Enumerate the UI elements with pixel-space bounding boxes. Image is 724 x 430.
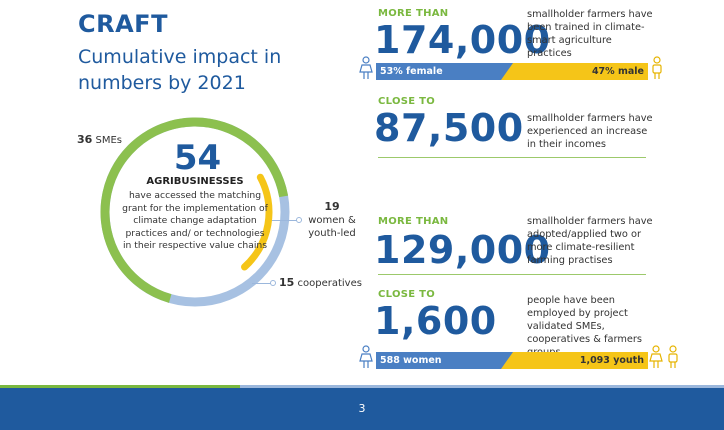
stat1-description: smallholder farmers have been trained in…: [527, 9, 653, 59]
footer-accent-green: [0, 385, 240, 388]
stat1-bar-female: 53% female: [376, 63, 515, 80]
page-subtitle: Cumulative impact in numbers by 2021: [78, 46, 282, 94]
agribusiness-heading: AGRIBUSINESSES: [146, 176, 244, 187]
smes-text: SMEs: [95, 135, 123, 146]
women-label: 19 women & youth-led: [302, 200, 362, 240]
donut-segment-women-youth: [241, 173, 273, 271]
smes-label: 36 SMEs: [77, 133, 122, 146]
stat4-prefix: CLOSE TO: [378, 289, 436, 300]
coops-count: 15: [279, 276, 295, 289]
coops-connector-dot: [270, 280, 276, 286]
page-number: 3: [358, 402, 366, 415]
stat2-divider: [378, 157, 646, 158]
youth-figures-icon: [649, 345, 678, 368]
stat3-description: smallholder farmers have adopted/applied…: [527, 216, 653, 266]
stat4-description: people have been employed by project val…: [527, 295, 643, 358]
stat1-bar-male: 47% male: [501, 63, 648, 80]
stat1-prefix: MORE THAN: [378, 8, 449, 19]
coops-label: 15 cooperatives: [279, 276, 362, 289]
woman-figure-icon: [359, 345, 373, 368]
stat2-description: smallholder farmers have experienced an …: [527, 113, 653, 150]
coops-connector: [252, 283, 274, 284]
footer-accent-blue: [240, 385, 724, 388]
stat4-number: 1,600: [374, 299, 497, 343]
female-figure-icon: [359, 56, 373, 79]
women-count: 19: [324, 200, 340, 213]
women-connector: [272, 220, 300, 221]
stat4-bar-women: 588 women: [376, 352, 515, 369]
agribusiness-description: have accessed the matching grant for the…: [122, 190, 268, 251]
donut-segment-smes: [100, 117, 289, 303]
women-connector-dot: [296, 217, 302, 223]
stat3-divider: [378, 274, 646, 275]
stat2-number: 87,500: [374, 106, 524, 150]
brand-title: CRAFT: [78, 10, 168, 38]
coops-text: cooperatives: [297, 278, 362, 289]
women-text: women & youth-led: [308, 215, 356, 239]
male-figure-icon: [652, 56, 662, 79]
stat3-number: 129,000: [374, 228, 551, 272]
agribusiness-donut: [100, 117, 290, 307]
smes-count: 36: [77, 133, 93, 146]
stat4-bar-youth: 1,093 youth: [501, 352, 648, 369]
stat2-prefix: CLOSE TO: [378, 96, 436, 107]
footer-band: [0, 388, 724, 430]
stat1-number: 174,000: [374, 18, 551, 62]
agribusiness-total: 54: [173, 138, 222, 178]
stat3-prefix: MORE THAN: [378, 216, 449, 227]
